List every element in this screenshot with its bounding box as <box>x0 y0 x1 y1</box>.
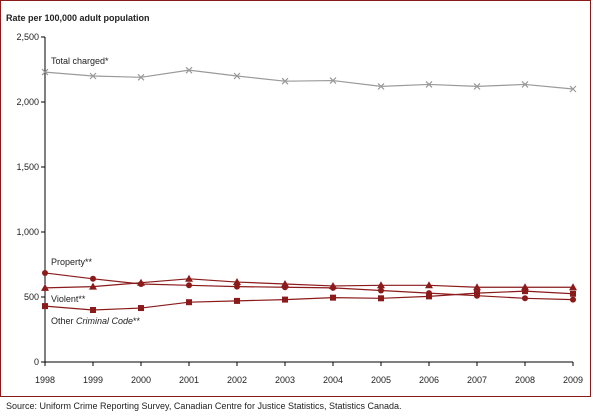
x-tick-label: 2005 <box>371 375 391 385</box>
data-point <box>90 275 96 282</box>
data-point <box>569 283 577 291</box>
data-point <box>378 287 384 294</box>
y-tick-label: 2,500 <box>16 32 39 42</box>
y-tick-label: 500 <box>24 292 39 302</box>
data-point <box>41 68 49 76</box>
data-point <box>377 82 385 90</box>
data-point <box>330 294 336 301</box>
x-axis-ticks: 1998 1999 2000 2001 2002 2003 2004 2005 2006 2007… <box>35 362 583 385</box>
data-point <box>282 296 288 303</box>
x-tick-label: 2000 <box>131 375 151 385</box>
data-point <box>426 293 432 300</box>
data-point <box>378 295 384 302</box>
data-point <box>474 290 480 297</box>
data-point <box>233 278 241 286</box>
data-point <box>377 281 385 289</box>
data-point <box>185 274 193 282</box>
series-group <box>41 66 577 313</box>
data-point <box>473 283 481 291</box>
x-tick-label: 2003 <box>275 375 295 385</box>
series-labels: Total charged* Property** Violent** Other C… <box>51 56 141 326</box>
data-point <box>329 77 337 84</box>
data-point <box>137 278 145 286</box>
data-point <box>522 288 528 295</box>
data-point <box>185 66 193 74</box>
series-label-part: Other <box>51 316 76 326</box>
series-line-other-criminal-code <box>44 290 574 311</box>
source-note: Source: Uniform Crime Reporting Survey, … <box>6 401 402 411</box>
data-point <box>522 295 528 302</box>
chart-frame: Rate per 100,000 adult population 0 500 1,… <box>0 0 591 397</box>
series-label: Total charged* <box>51 56 109 66</box>
y-tick-label: 1,500 <box>16 162 39 172</box>
x-tick-label: 1999 <box>83 375 103 385</box>
data-point <box>42 269 48 276</box>
data-point <box>137 73 145 81</box>
data-point <box>89 282 97 290</box>
data-point <box>233 72 241 80</box>
x-tick-label: 2007 <box>467 375 487 385</box>
data-point <box>425 281 433 289</box>
series-label-part: ** <box>133 316 141 326</box>
data-point <box>569 85 577 93</box>
data-point <box>521 81 529 88</box>
series-label: Violent** <box>51 294 86 304</box>
y-tick-label: 2,000 <box>16 97 39 107</box>
y-axis-label: Rate per 100,000 adult population <box>6 13 150 23</box>
y-axis-ticks: 0 500 1,000 1,500 2,000 2,500 <box>16 32 45 367</box>
series-line-total-charged <box>44 69 574 90</box>
series-label-part: Criminal Code <box>76 316 133 326</box>
series-label: Other Criminal Code** <box>51 316 141 326</box>
x-tick-label: 1998 <box>35 375 55 385</box>
x-tick-label: 2001 <box>179 375 199 385</box>
data-point <box>186 299 192 306</box>
series-label-part: Violent** <box>51 294 86 304</box>
x-tick-label: 2008 <box>515 375 535 385</box>
data-point <box>570 296 576 303</box>
data-point <box>329 281 337 289</box>
x-tick-label: 2006 <box>419 375 439 385</box>
series-line-violent <box>44 278 573 289</box>
data-point <box>473 82 481 90</box>
data-point <box>41 283 49 291</box>
series-label-part: Property** <box>51 257 93 267</box>
data-point <box>234 297 240 304</box>
series-label-part: Total charged* <box>51 56 109 66</box>
x-tick-label: 2009 <box>563 375 583 385</box>
y-tick-label: 1,000 <box>16 227 39 237</box>
x-tick-label: 2004 <box>323 375 343 385</box>
data-point <box>90 307 96 313</box>
series-label: Property** <box>51 257 93 267</box>
data-point <box>425 81 433 88</box>
data-point <box>281 77 289 85</box>
x-tick-label: 2002 <box>227 375 247 385</box>
data-point <box>42 303 48 310</box>
y-tick-label: 0 <box>34 357 39 367</box>
data-point <box>186 282 192 289</box>
data-point <box>234 283 240 290</box>
data-point <box>281 280 289 287</box>
data-point <box>138 305 144 312</box>
data-point <box>570 290 576 297</box>
line-chart: Rate per 100,000 adult population 0 500 1,… <box>6 13 583 385</box>
series-line-property <box>44 272 574 301</box>
data-point <box>89 72 97 80</box>
